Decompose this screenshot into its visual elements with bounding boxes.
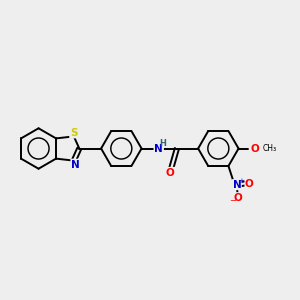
Text: O: O — [245, 179, 254, 189]
Text: N: N — [71, 160, 80, 170]
Text: O: O — [166, 168, 175, 178]
Text: N: N — [154, 143, 163, 154]
Text: −: − — [229, 196, 236, 206]
Text: O: O — [233, 193, 242, 203]
Text: N: N — [232, 180, 241, 190]
Text: CH₃: CH₃ — [262, 144, 277, 153]
Text: S: S — [70, 128, 78, 137]
Text: +: + — [238, 178, 244, 184]
Text: H: H — [159, 139, 166, 148]
Text: O: O — [250, 143, 259, 154]
